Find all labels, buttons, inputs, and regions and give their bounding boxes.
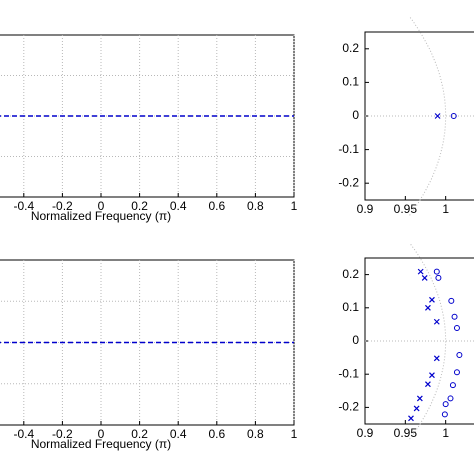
pole-marker	[429, 296, 435, 303]
x-tick-label: 0.6	[208, 199, 225, 213]
x-tick-label: 0.9	[357, 426, 374, 440]
x-tick-label: 0.2	[131, 427, 148, 441]
x-tick-label: -0.4	[13, 199, 34, 213]
x-tick-label: 0.95	[394, 426, 418, 440]
x-tick-label: 0.95	[394, 202, 418, 216]
pole-marker	[416, 395, 423, 402]
zero-marker	[447, 395, 454, 402]
zero-marker	[451, 313, 458, 320]
zero-marker	[453, 325, 460, 332]
x-tick-label: 1	[442, 202, 449, 216]
x-axis-label: Normalized Frequency (π)	[31, 209, 171, 223]
pole-marker	[433, 318, 440, 325]
y-tick-label: -0.1	[338, 366, 359, 380]
y-tick-label: 0.1	[342, 300, 359, 314]
x-tick-label: -0.2	[52, 199, 73, 213]
unit-circle	[409, 242, 447, 440]
x-tick-label: 0	[98, 427, 105, 441]
x-tick-label: -0.4	[13, 427, 34, 441]
pole-marker	[424, 304, 431, 311]
zero-marker	[433, 268, 440, 275]
x-tick-label: -0.2	[52, 427, 73, 441]
x-tick-label: 0.4	[170, 199, 187, 213]
y-tick-label: 0.2	[342, 41, 359, 55]
pole-marker	[429, 372, 435, 379]
x-tick-label: 0.8	[247, 199, 264, 213]
y-tick-label: 0	[352, 333, 359, 347]
pole-marker	[421, 274, 428, 281]
x-tick-label: 0.2	[131, 199, 148, 213]
zero-marker	[449, 382, 456, 389]
pole-marker	[433, 355, 440, 362]
y-tick-label: 0.2	[342, 267, 359, 281]
zero-marker	[435, 274, 442, 281]
x-tick-label: 1	[291, 199, 298, 213]
x-axis-label: Normalized Frequency (π)	[31, 437, 171, 451]
x-tick-label: 0.8	[247, 427, 264, 441]
x-tick-label: 1	[442, 426, 449, 440]
y-tick-label: 0	[352, 108, 359, 122]
pole-marker	[434, 113, 441, 119]
x-tick-label: 0	[98, 199, 105, 213]
pole-marker	[417, 268, 424, 275]
pole-marker	[413, 405, 420, 412]
zero-marker	[441, 411, 448, 418]
x-tick-label: 0.4	[170, 427, 187, 441]
pole-marker	[408, 415, 414, 422]
x-tick-label: 0.9	[357, 202, 374, 216]
zero-marker	[453, 369, 460, 376]
zero-marker	[456, 351, 463, 358]
zero-marker	[450, 113, 457, 119]
y-tick-label: -0.2	[338, 400, 359, 414]
x-tick-label: 0.6	[208, 427, 225, 441]
y-tick-label: -0.2	[338, 175, 359, 189]
y-tick-label: 0.1	[342, 75, 359, 89]
zero-marker	[448, 297, 455, 304]
x-tick-label: 1	[291, 427, 298, 441]
pole-marker	[424, 381, 431, 388]
zero-marker	[442, 401, 449, 408]
y-tick-label: -0.1	[338, 142, 359, 156]
